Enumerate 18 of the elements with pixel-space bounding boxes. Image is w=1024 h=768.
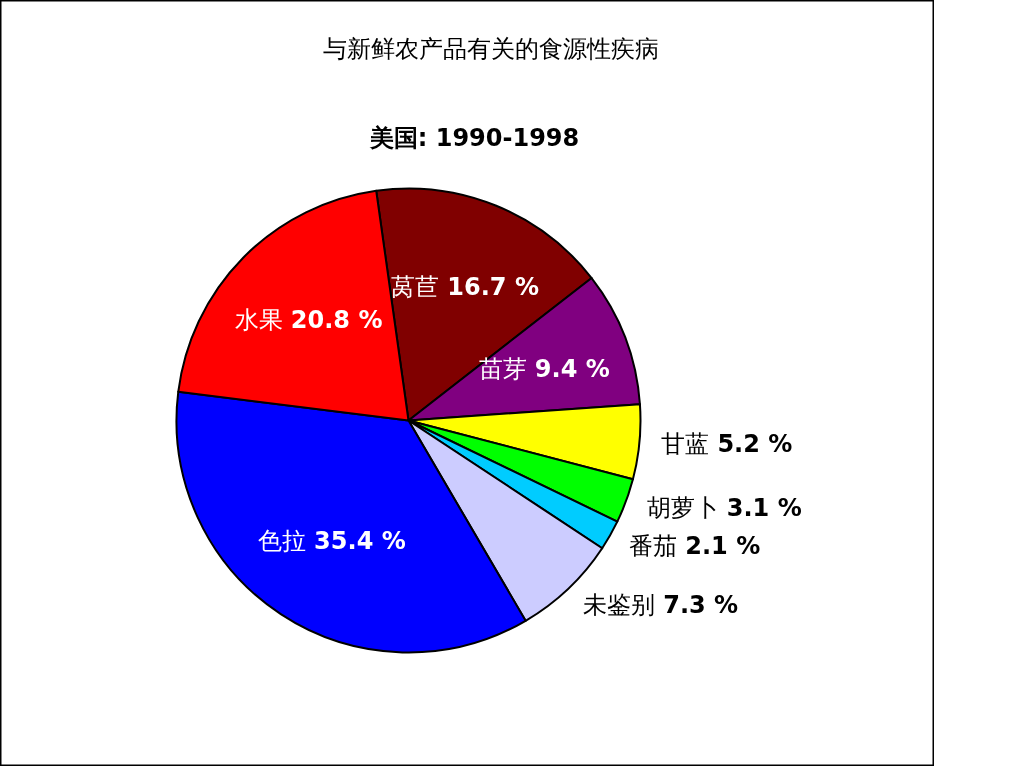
slice-label: 色拉 — [258, 526, 307, 555]
chart-subtitle: 美国: 1990-1998 — [368, 123, 580, 152]
slice-label: 水果 — [234, 305, 283, 334]
slice-label: 苗芽 — [478, 355, 527, 384]
data-label: 2.1 % — [685, 532, 761, 561]
slice-label: 甘蓝 — [661, 430, 710, 459]
chart-title: 与新鲜农产品有关的食源性疾病 — [322, 34, 659, 63]
slice-label: 胡萝卜 — [646, 494, 719, 523]
data-label: 7.3 % — [663, 590, 739, 619]
data-label: 5.2 % — [717, 430, 793, 459]
data-label: 3.1 % — [726, 494, 802, 523]
slice-label: 未鉴别 — [583, 590, 656, 619]
slice-label: 番茄 — [629, 532, 678, 561]
data-label: 9.4 % — [534, 355, 610, 384]
slice-label: 莴苣 — [391, 273, 440, 302]
data-label: 16.7 % — [447, 273, 539, 302]
data-label: 20.8 % — [290, 305, 383, 334]
data-label: 35.4 % — [314, 526, 406, 555]
